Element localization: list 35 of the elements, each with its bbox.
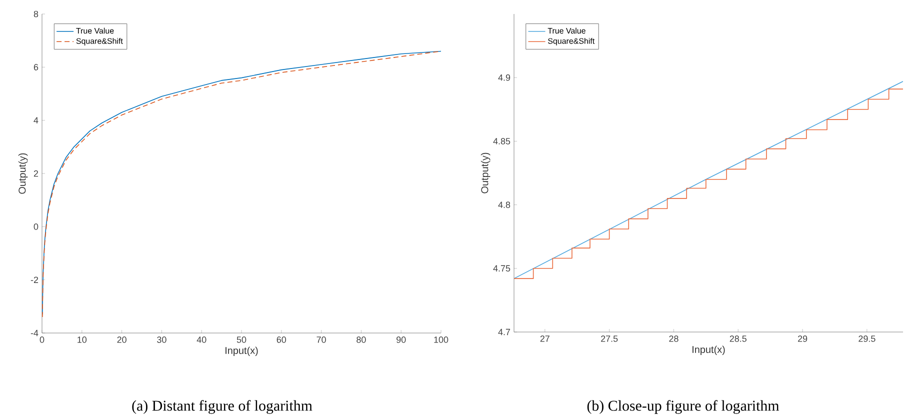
x-tick-label: 29 (798, 336, 808, 342)
y-axis-title: Output(y) (18, 153, 28, 194)
x-tick-label: 90 (396, 336, 406, 343)
x-axis-title: Input(x) (692, 346, 725, 355)
x-tick-label: 29.5 (858, 336, 876, 342)
x-tick-label: 30 (157, 336, 166, 343)
y-tick-label: 4 (34, 117, 38, 124)
y-tick-label: -4 (30, 330, 38, 336)
y-tick-label: 4.8 (498, 202, 510, 208)
x-tick-label: 10 (78, 336, 87, 343)
x-tick-label: 28.5 (730, 336, 746, 342)
x-tick-label: 28 (669, 336, 678, 342)
x-tick-label: 0 (40, 336, 44, 343)
y-tick-label: 8 (34, 10, 38, 18)
y-tick-label: 4.9 (498, 74, 510, 81)
y-tick-label: 6 (34, 64, 38, 70)
x-tick-label: 40 (196, 336, 206, 343)
y-axis-title: Output(y) (480, 152, 490, 194)
x-tick-label: 50 (236, 336, 246, 343)
y-tick-label: -2 (30, 276, 38, 283)
x-tick-label: 27.5 (601, 336, 618, 342)
y-tick-label: 2 (34, 170, 38, 177)
y-tick-label: 4.75 (493, 265, 510, 272)
text: (a) Distant figure of logarithm (132, 400, 312, 414)
x-axis-title: Input(x) (226, 346, 258, 356)
x-tick-label: 20 (117, 336, 126, 343)
y-tick-label: 4.85 (493, 138, 510, 144)
y-tick-label: 4.7 (498, 328, 510, 336)
text: (b) Close-up figure of logarithm (587, 400, 780, 414)
x-tick-label: 27 (540, 336, 550, 342)
x-tick-label: 60 (276, 336, 286, 343)
x-tick-label: 70 (316, 336, 326, 343)
x-tick-label: 100 (434, 336, 448, 343)
y-tick-label: 0 (34, 223, 38, 230)
x-tick-label: 80 (356, 336, 366, 343)
